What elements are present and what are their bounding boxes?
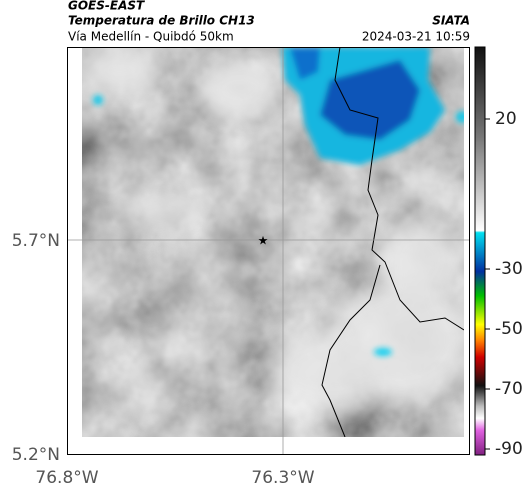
datetime: 2024-03-21 10:59 — [362, 30, 470, 44]
colorbar-tick-label: -30 — [495, 259, 523, 279]
region: Vía Medellín - Quibdó 50km — [68, 30, 234, 44]
source: GOES-EAST — [68, 0, 145, 13]
product: Temperatura de Brillo CH13 — [68, 14, 255, 28]
organization: SIATA — [432, 14, 470, 28]
colorbar-tick-label: -50 — [495, 319, 523, 339]
colorbar-tick-label: -90 — [495, 439, 523, 459]
colorbar — [474, 46, 486, 456]
svg-text:★: ★ — [258, 234, 269, 248]
satellite-image: ★ — [67, 47, 470, 455]
lat-label: 5.2°N — [12, 445, 60, 465]
colorbar-tick-label: -70 — [495, 379, 523, 399]
lon-label: 76.3°W — [251, 468, 314, 488]
lat-label: 5.7°N — [12, 231, 60, 251]
colorbar-tick-label: 20 — [495, 109, 517, 129]
lon-label: 76.8°W — [35, 468, 98, 488]
